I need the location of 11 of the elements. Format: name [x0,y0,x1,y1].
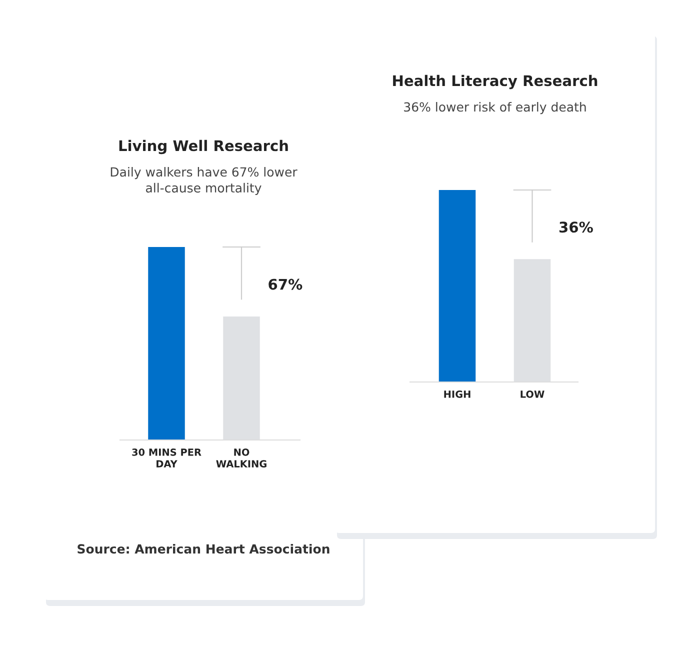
chart-subtitle: Daily walkers have 67% lower all-cause mortality [110,167,298,195]
annotation: 36% [559,222,593,233]
source-note: Source: American Heart Association [78,544,330,554]
chart-subtitle: 36% lower risk of early death [404,102,586,114]
chart-title: Living Well Research [119,140,288,154]
x-tick-label: HIGH [444,390,470,398]
x-tick-label: 30 MINS PER DAY [132,448,202,468]
x-tick-label: NO WALKING [216,448,266,468]
annotation: 67% [268,278,302,290]
chart-title: Health Literacy Research [393,74,598,90]
x-tick-label: LOW [520,390,544,398]
